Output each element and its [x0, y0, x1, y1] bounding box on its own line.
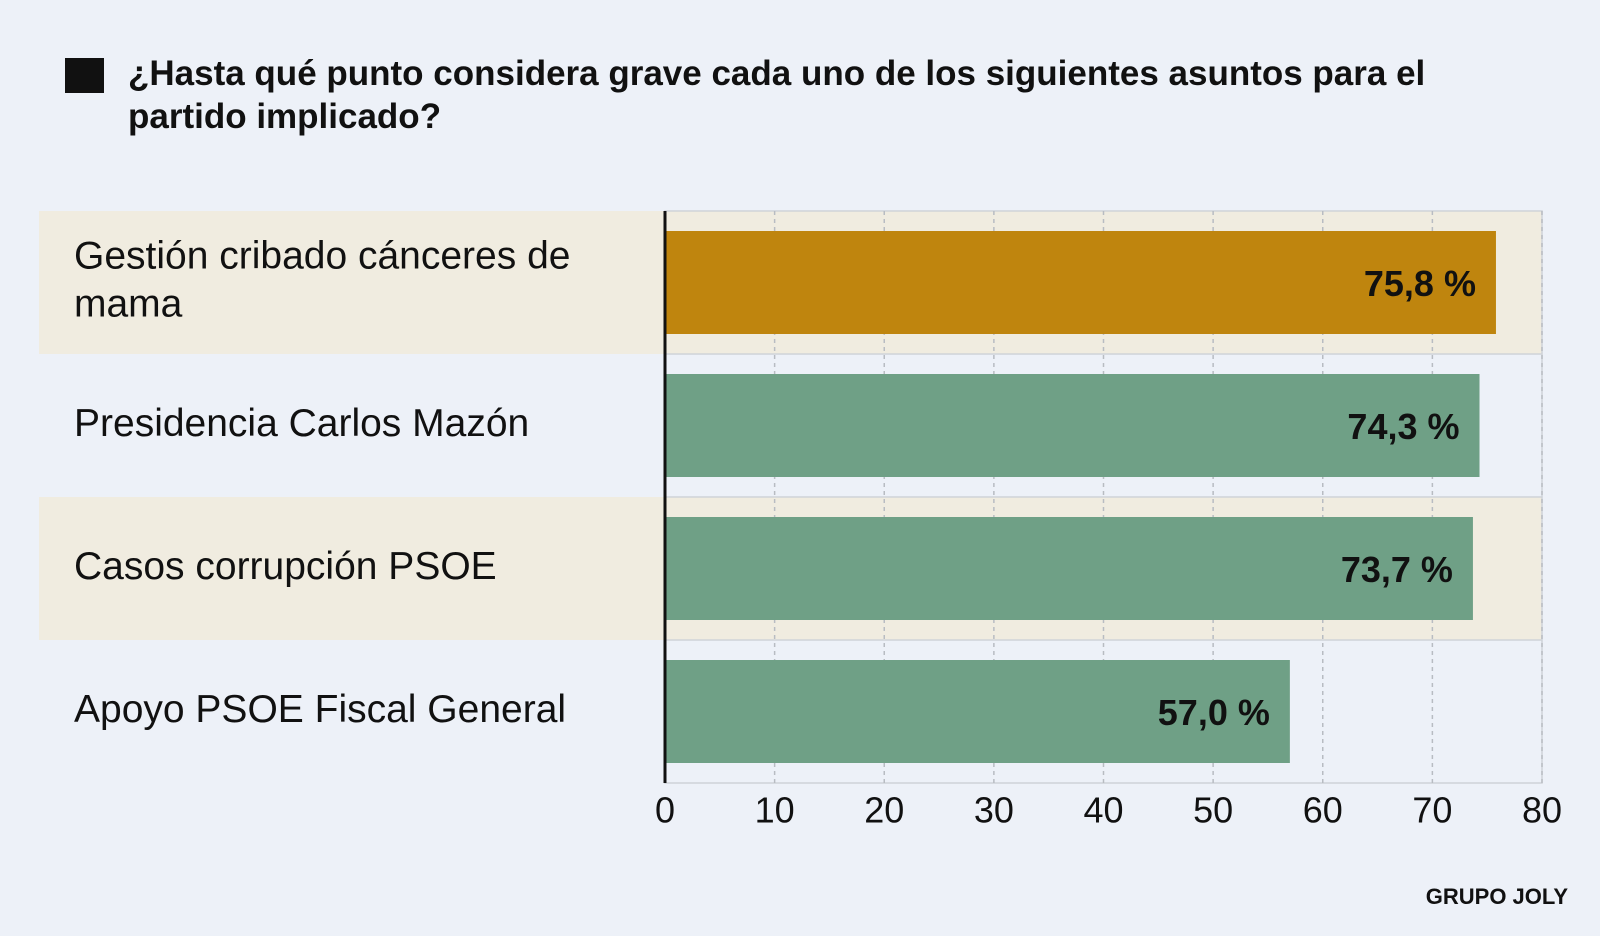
title-marker [65, 58, 104, 93]
x-tick-label: 40 [1083, 790, 1123, 831]
category-label: Casos corrupción PSOE [74, 545, 497, 588]
x-tick-label: 70 [1412, 790, 1452, 831]
bar [665, 231, 1496, 334]
x-tick-label: 30 [974, 790, 1014, 831]
category-label: Presidencia Carlos Mazón [74, 402, 529, 445]
source: GRUPO JOLY [1425, 884, 1568, 909]
value-label: 57,0 % [1158, 692, 1270, 733]
x-tick-label: 60 [1303, 790, 1343, 831]
value-label: 73,7 % [1341, 549, 1453, 590]
category-label: Apoyo PSOE Fiscal General [74, 688, 566, 731]
x-tick-label: 80 [1522, 790, 1562, 831]
value-label: 75,8 % [1364, 263, 1476, 304]
x-tick-label: 20 [864, 790, 904, 831]
bar [665, 374, 1480, 477]
chart-title: ¿Hasta qué punto considera grave cada un… [128, 54, 1426, 136]
value-label: 74,3 % [1347, 406, 1459, 447]
x-tick-label: 0 [655, 790, 675, 831]
bar [665, 517, 1473, 620]
bar [665, 660, 1290, 763]
category-label: Gestión cribado cánceres de mama [74, 235, 570, 326]
x-tick-label: 50 [1193, 790, 1233, 831]
x-tick-label: 10 [755, 790, 795, 831]
